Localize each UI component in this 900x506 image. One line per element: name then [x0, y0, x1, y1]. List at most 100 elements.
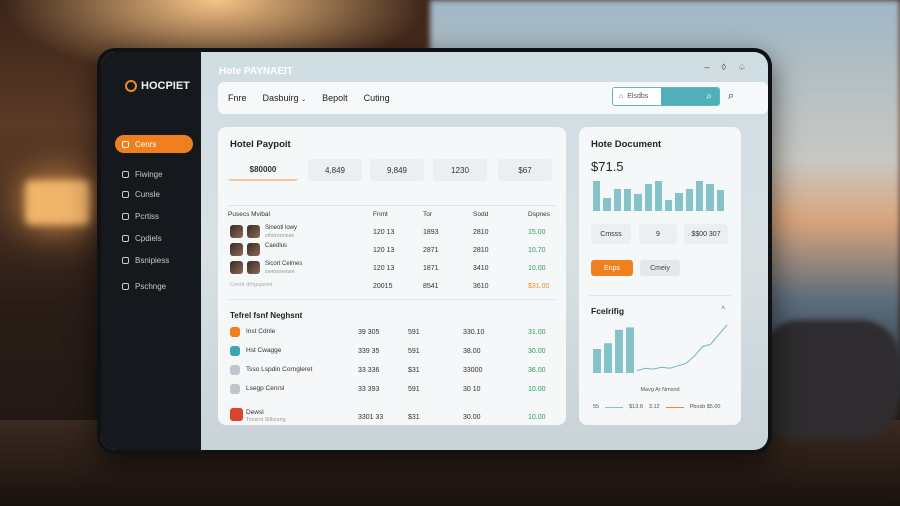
filter-chip[interactable]: $$00 307 [684, 224, 728, 244]
document-bar-chart [593, 179, 727, 211]
avatar [247, 225, 260, 238]
table-row[interactable]: Caedlus 120 13 2871 2810 10.70 [228, 243, 556, 259]
forecast-chart [593, 324, 728, 373]
stat-tile[interactable]: 1230 [433, 159, 487, 181]
avatar [230, 243, 243, 256]
report-row[interactable]: Lsegp Cenrsl 33 393 591 30 10 10.00 [228, 384, 556, 400]
shield-icon[interactable]: ◊ [721, 62, 726, 72]
doc-icon [230, 384, 240, 394]
sidebar-item[interactable]: Cenrs [115, 135, 193, 153]
nav-link-dashboard[interactable]: Dasbuirg ⌄ [263, 93, 307, 103]
sidebar: HOCPIET Cenrs Fiwinge Cunsle Pcrtiss Cpdiels… [101, 52, 201, 450]
row-name: Sineotl lowy [265, 225, 298, 231]
search-box[interactable]: ⌂ Elsdbs ⌕ [612, 87, 720, 106]
legend-value: 55 [593, 404, 600, 410]
nav-link-home[interactable]: Fnre [228, 93, 247, 103]
legend-value: 3.12 [648, 404, 660, 410]
report-row[interactable]: Hst Cwagge 339 35 591 38.00 30.00 [228, 346, 556, 362]
cell: 30 10 [463, 386, 481, 393]
legend-swatch [605, 406, 624, 408]
column-header[interactable]: Fnmt [373, 211, 388, 218]
row-name: Centir drhgspeed [230, 282, 273, 288]
divider [589, 295, 731, 296]
stat-tile[interactable]: $80000 [228, 159, 298, 181]
report-row[interactable]: Tsso Lspdin Corngleret 33 336 $31 33000 36.0… [228, 365, 556, 381]
chart-bar [603, 198, 611, 211]
stat-tile[interactable]: 4,849 [308, 159, 362, 181]
column-header[interactable]: Pusecs Mvibal [228, 211, 270, 218]
forecast-bar [626, 327, 634, 373]
cell: 2810 [473, 229, 489, 236]
search-icon: ⌕ [706, 91, 712, 102]
sidebar-icon [122, 212, 129, 220]
home-icon: ⌂ [619, 93, 624, 100]
bell-icon[interactable]: ♤ [737, 62, 746, 72]
nav-link-cutting[interactable]: Cuting [363, 93, 390, 103]
avatar [230, 225, 243, 238]
table-header: Pusecs Mvibal Fnmt Tor Sodd Dspnes [228, 211, 556, 227]
legend-label: Pbosb $5.00 [689, 404, 721, 410]
chevron-down-icon: ⌄ [301, 97, 307, 103]
sidebar-item[interactable]: Cpdiels [115, 229, 193, 247]
column-header[interactable]: Dspnes [528, 211, 551, 218]
chart-bar [623, 189, 632, 211]
table-row[interactable]: Sineotl lowy vifstronnsse 120 13 1893 2810 15… [228, 225, 556, 241]
sidebar-icon [122, 282, 129, 290]
column-header[interactable]: Sodd [473, 211, 489, 218]
row-name: Caedlus [265, 243, 288, 249]
teal-app-icon [230, 346, 240, 356]
cell: 591 [408, 348, 420, 355]
filter-chip[interactable]: Cmsss [591, 224, 631, 244]
table-row[interactable]: Sicort Celmes swmsseswe 120 13 1871 3410 10.0… [228, 261, 556, 277]
search-button[interactable]: ⌕ [661, 88, 719, 105]
cell: 3410 [473, 265, 489, 272]
cell: 120 13 [373, 265, 395, 272]
minimize-icon[interactable]: – [704, 62, 710, 72]
nav-link-report[interactable]: Bepolt [322, 93, 348, 103]
divider [228, 205, 556, 206]
report-row[interactable]: Dewsl Tsnsrsl Sitlsrsng 3301 33 $31 30.00 10.… [228, 408, 556, 424]
report-row-name: Inst Cdnle [246, 328, 276, 335]
forecast-legend: 55 $13.8 3.12 Pbosb $5.00 [593, 404, 721, 410]
sidebar-item-label: Fiwinge [135, 169, 163, 179]
sidebar-item[interactable]: Pschnge [115, 277, 193, 295]
cell: 3301 33 [358, 414, 384, 421]
avatar [230, 261, 243, 274]
cell: 120 13 [373, 247, 395, 254]
chart-bar [716, 190, 724, 211]
search-input[interactable]: ⌂ Elsdbs [613, 88, 661, 105]
legend-label: $13.8 [629, 404, 643, 410]
orange-app-icon [230, 327, 240, 337]
doc-icon [230, 365, 240, 375]
chevron-up-icon[interactable]: ^ [721, 305, 725, 314]
forecast-bar [593, 349, 601, 373]
payment-title: Hotel Paypoit [230, 139, 291, 150]
search-icon[interactable]: ⌕ [728, 90, 735, 102]
report-row-name: Hst Cwagge [246, 347, 282, 354]
stat-tile[interactable]: 9,849 [370, 159, 424, 181]
sidebar-item[interactable]: Pcrtiss [115, 207, 193, 225]
sidebar-item[interactable]: Bsnipiess [115, 251, 193, 269]
document-title: Hote Document [591, 139, 662, 150]
report-row[interactable]: Inst Cdnle 39 305 591 330.10 31.00 [228, 327, 556, 343]
report-row-name: Dewsl [246, 409, 264, 416]
primary-button[interactable]: Enps [591, 260, 633, 276]
sidebar-item[interactable]: Fiwinge [115, 165, 193, 183]
cell: 10.00 [528, 265, 546, 272]
column-header[interactable]: Tor [423, 211, 433, 218]
forecast-bar [615, 329, 623, 373]
cell: 15.00 [528, 229, 546, 236]
table-row[interactable]: Centir drhgspeed 20015 8541 3610 $31.00 [228, 279, 556, 295]
report-title: Tefrel fsnf Neghsnt [230, 311, 303, 320]
app-title: Hote PAYNAEIT [219, 66, 293, 77]
background-chair [760, 320, 900, 440]
sidebar-item[interactable]: Cunsle [115, 185, 193, 203]
report-row-name: Tsso Lspdin Corngleret [246, 366, 313, 373]
row-sub: vifstronnsse [265, 233, 295, 239]
filter-chip[interactable]: 9 [639, 224, 677, 244]
stat-tile[interactable]: $67 [498, 159, 552, 181]
sidebar-icon [122, 140, 129, 148]
cell: 339 35 [358, 348, 380, 355]
chart-bar [675, 193, 683, 211]
secondary-button[interactable]: Cmeiy [640, 260, 680, 276]
